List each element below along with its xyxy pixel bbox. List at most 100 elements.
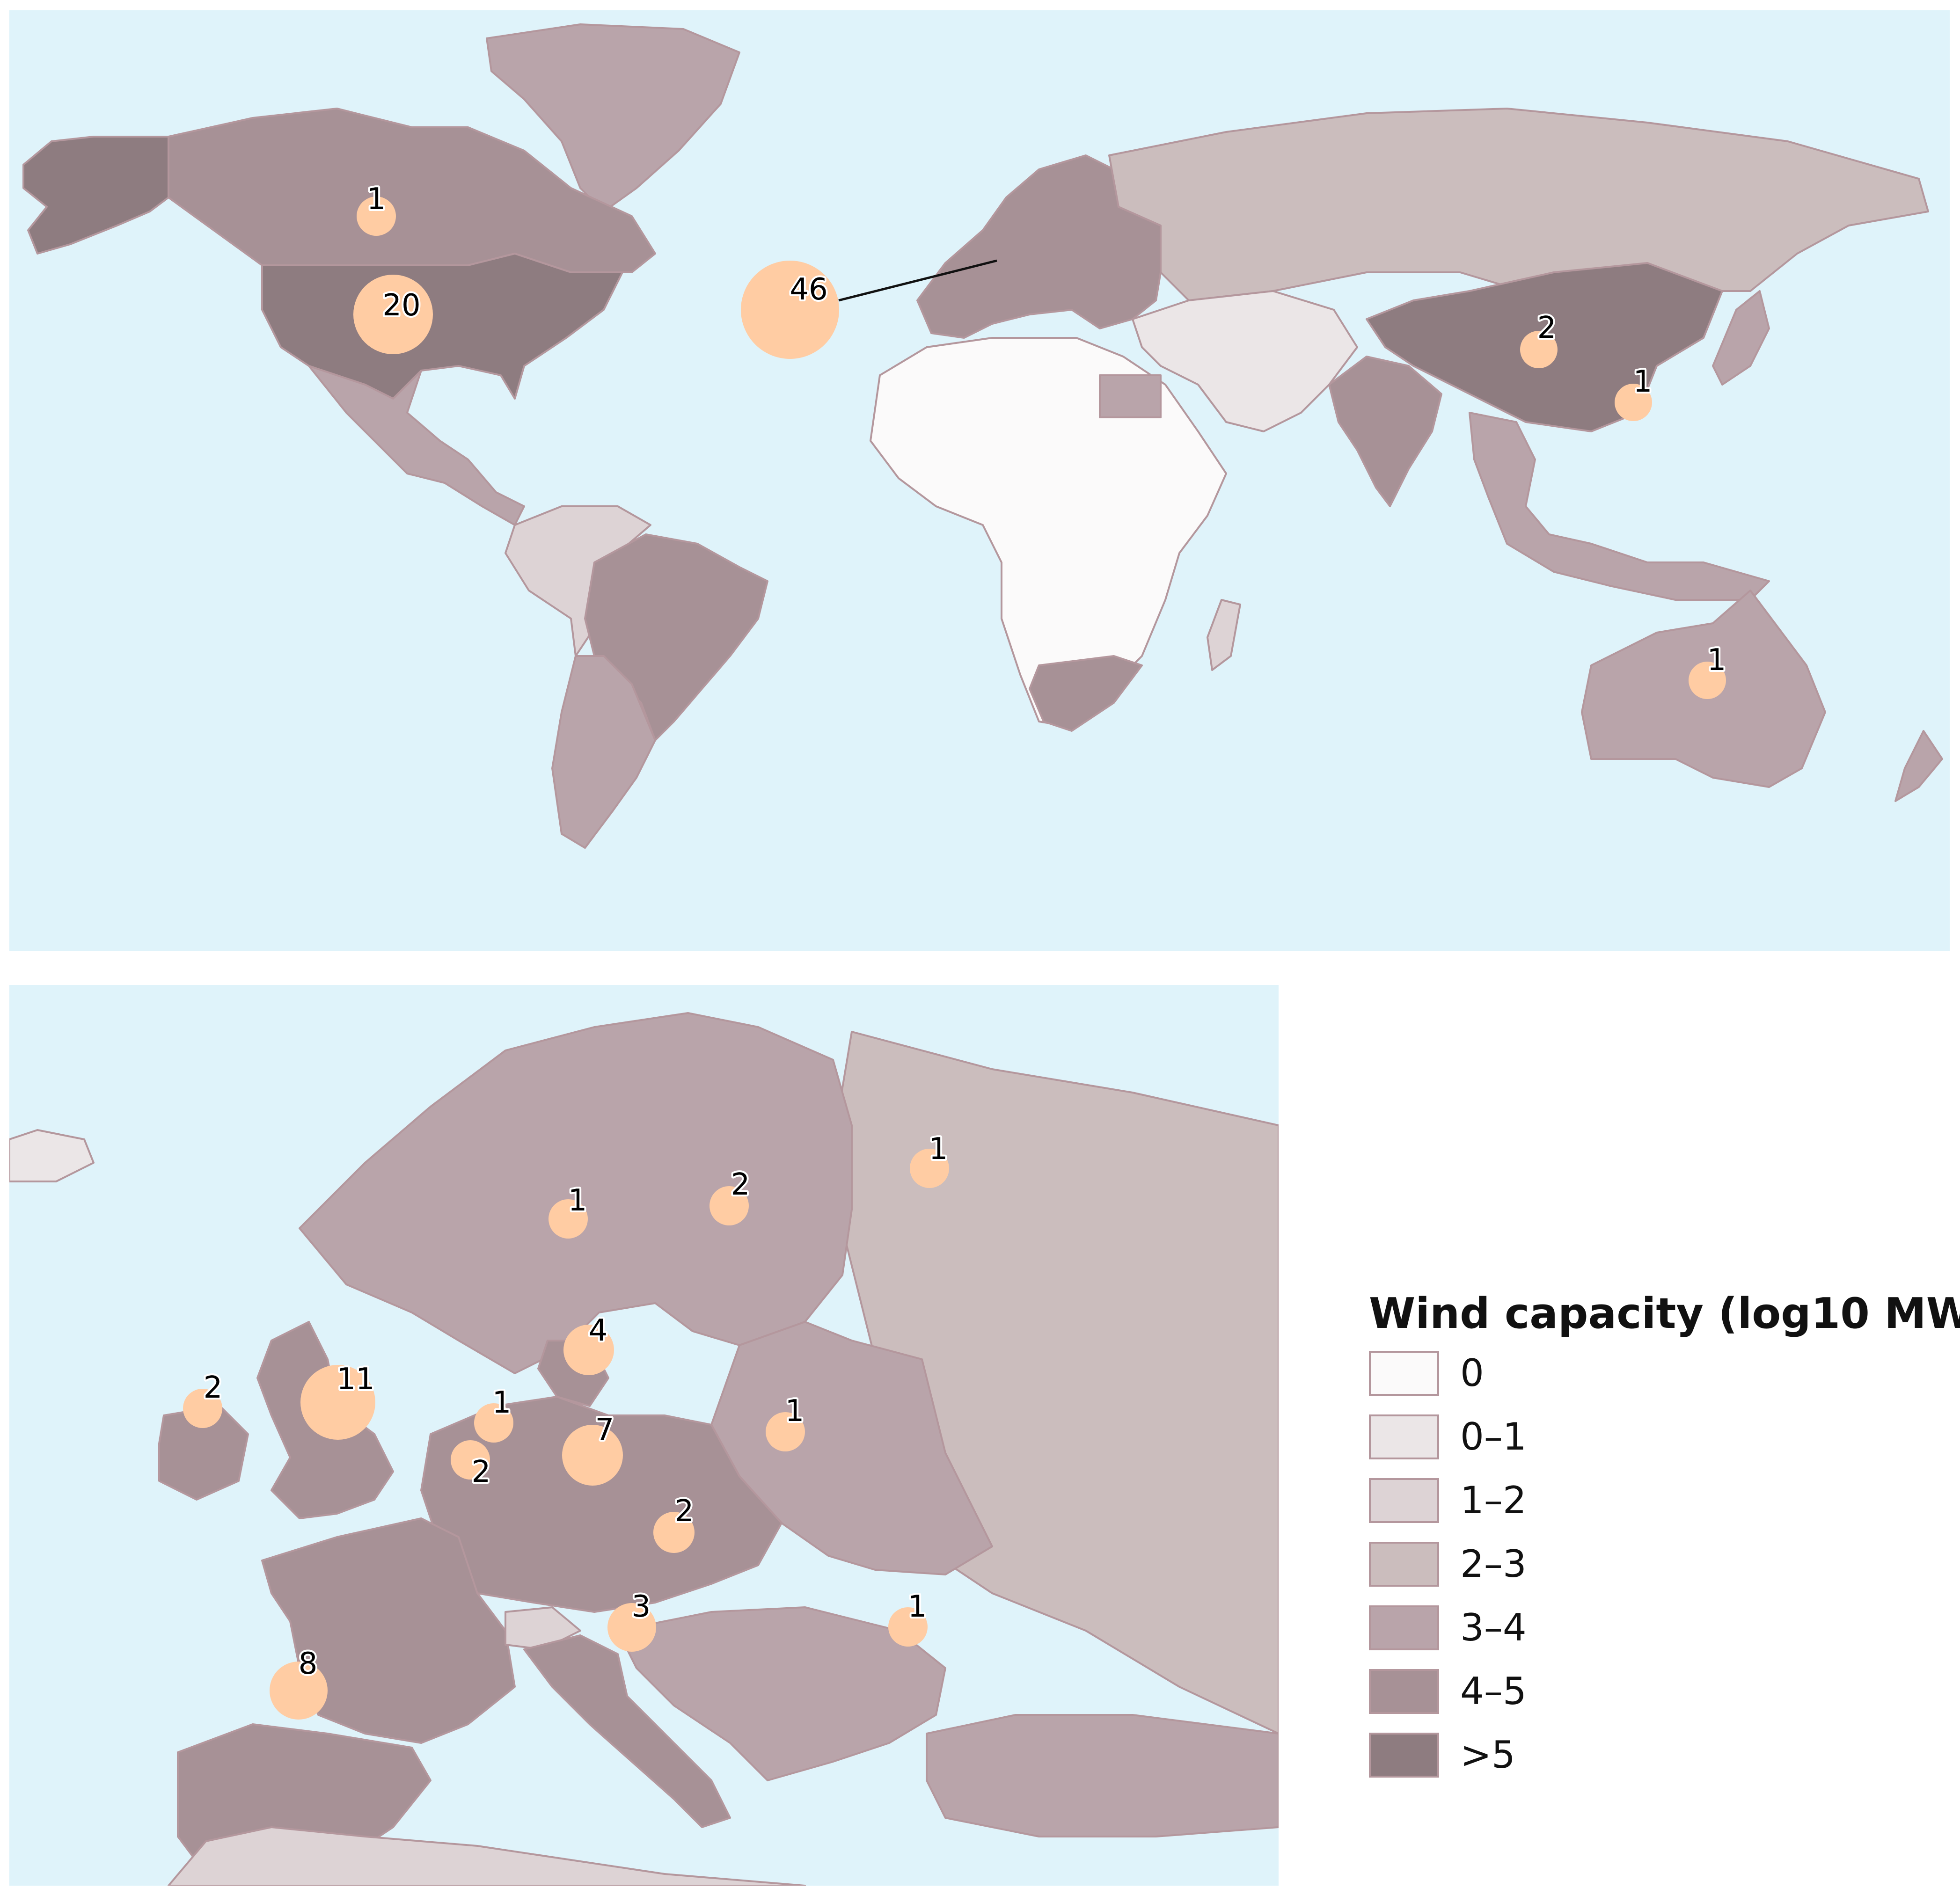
europe-bubble xyxy=(888,1607,928,1647)
world-site-marker: 1 xyxy=(1615,363,1654,421)
europe-bubble xyxy=(451,1440,490,1480)
europe-bubble xyxy=(653,1512,695,1553)
europe-site-marker: 1 xyxy=(766,1392,806,1451)
europe-site-count: 2 xyxy=(675,1494,694,1529)
europe-site-count: 1 xyxy=(785,1394,804,1429)
europe-site-count: 1 xyxy=(568,1183,587,1218)
legend-label: >5 xyxy=(1460,1733,1515,1777)
europe-bubble xyxy=(300,1365,375,1440)
world-bubble xyxy=(741,261,839,359)
world-bubble xyxy=(1689,662,1726,699)
world-site-count: 46 xyxy=(790,272,827,307)
europe-bubble xyxy=(709,1186,749,1225)
europe-site-count: 8 xyxy=(299,1647,318,1681)
world-map: 1 20 46 2 1 1 xyxy=(22,23,1943,849)
land-mexico xyxy=(308,365,525,526)
world-bubble xyxy=(1520,331,1558,368)
europe-leader-line xyxy=(838,259,997,302)
world-site-marker: 1 xyxy=(357,180,396,236)
land-egypt xyxy=(1099,374,1162,418)
europe-site-marker: 1 xyxy=(910,1130,950,1188)
land-russia xyxy=(1108,108,1929,301)
europe-site-marker: 3 xyxy=(607,1588,656,1652)
europe-site-marker: 2 xyxy=(183,1369,224,1428)
europe-site-count: 1 xyxy=(908,1589,927,1624)
europe-map: 1 2 1 4 2 11 1 2 xyxy=(9,1012,1279,1886)
land-africa xyxy=(870,337,1227,727)
land-north-africa xyxy=(168,1826,806,1886)
legend-item: 1–2 xyxy=(1369,1478,1743,1530)
world-bubble xyxy=(357,197,396,236)
world-site-count: 1 xyxy=(1707,643,1726,678)
land-alaska xyxy=(22,136,169,255)
world-site-marker: 2 xyxy=(1520,309,1558,368)
world-site-marker: 46 xyxy=(741,261,839,359)
land-india xyxy=(1328,356,1442,507)
land-south-africa xyxy=(1029,655,1143,732)
europe-site-marker: 8 xyxy=(270,1645,328,1720)
europe-site-count: 1 xyxy=(929,1132,948,1166)
legend-swatch xyxy=(1369,1351,1439,1396)
land-ireland xyxy=(158,1405,249,1501)
europe-site-marker: 1 xyxy=(474,1384,513,1443)
legend-item: 4–5 xyxy=(1369,1669,1743,1720)
europe-site-marker: 1 xyxy=(549,1181,589,1239)
land-madagascar xyxy=(1207,599,1241,671)
europe-site-count: 4 xyxy=(589,1313,608,1348)
legend-label: 3–4 xyxy=(1460,1606,1527,1649)
legend-label: 4–5 xyxy=(1460,1669,1527,1713)
world-bubble xyxy=(353,275,433,354)
land-greenland xyxy=(486,23,740,212)
land-italy xyxy=(523,1634,731,1828)
legend-swatch xyxy=(1369,1478,1439,1523)
land-new-zealand xyxy=(1894,730,1943,802)
europe-site-count: 1 xyxy=(492,1385,512,1420)
europe-site-count: 2 xyxy=(204,1370,223,1405)
legend-item: 0 xyxy=(1369,1351,1743,1402)
europe-bubble xyxy=(766,1412,805,1451)
land-argentina xyxy=(551,655,656,849)
europe-bubble xyxy=(270,1662,328,1720)
europe-site-count: 7 xyxy=(595,1413,614,1447)
europe-site-marker: 1 xyxy=(888,1588,929,1647)
europe-bubble xyxy=(183,1389,222,1428)
europe-map-panel: 1 2 1 4 2 11 1 2 xyxy=(9,985,1279,1886)
europe-bubble xyxy=(474,1403,513,1443)
legend-item: 2–3 xyxy=(1369,1542,1743,1593)
world-site-count: 2 xyxy=(1537,311,1557,345)
europe-site-count: 11 xyxy=(336,1362,374,1397)
legend-title: Wind capacity (log10 MW) xyxy=(1369,1289,1960,1338)
legend-swatch xyxy=(1369,1605,1439,1650)
legend-item: 0–1 xyxy=(1369,1414,1743,1466)
world-site-marker: 1 xyxy=(1689,641,1728,699)
legend-item: >5 xyxy=(1369,1733,1743,1784)
europe-site-marker: 7 xyxy=(562,1411,623,1486)
land-southeast-asia xyxy=(1469,412,1770,601)
europe-site-count: 2 xyxy=(731,1167,750,1202)
europe-site-count: 2 xyxy=(472,1455,491,1489)
legend-label: 1–2 xyxy=(1460,1479,1527,1522)
legend: Wind capacity (log10 MW) 0 0–1 1–2 2–3 3–4 4–… xyxy=(1369,1289,1960,1804)
world-site-count: 1 xyxy=(1633,364,1653,399)
europe-site-marker: 11 xyxy=(300,1360,377,1440)
legend-label: 0 xyxy=(1460,1351,1484,1395)
legend-item: 3–4 xyxy=(1369,1605,1743,1657)
legend-swatch xyxy=(1369,1414,1439,1459)
land-scandinavia xyxy=(299,1012,853,1374)
legend-swatch xyxy=(1369,1542,1439,1587)
land-iceland xyxy=(9,1129,95,1182)
world-site-count: 20 xyxy=(382,288,420,323)
legend-swatch xyxy=(1369,1669,1439,1714)
world-bubble xyxy=(1615,384,1652,421)
legend-label: 0–1 xyxy=(1460,1415,1527,1458)
europe-site-marker: 4 xyxy=(563,1312,614,1375)
europe-bubble xyxy=(910,1149,949,1188)
land-united-states xyxy=(261,253,623,400)
europe-bubble xyxy=(607,1603,656,1652)
europe-site-marker: 2 xyxy=(653,1492,695,1553)
legend-label: 2–3 xyxy=(1460,1542,1527,1586)
europe-site-marker: 2 xyxy=(709,1166,752,1225)
europe-bubble xyxy=(563,1325,614,1375)
europe-site-count: 3 xyxy=(632,1589,651,1624)
world-map-panel: 1 20 46 2 1 1 xyxy=(9,10,1950,951)
